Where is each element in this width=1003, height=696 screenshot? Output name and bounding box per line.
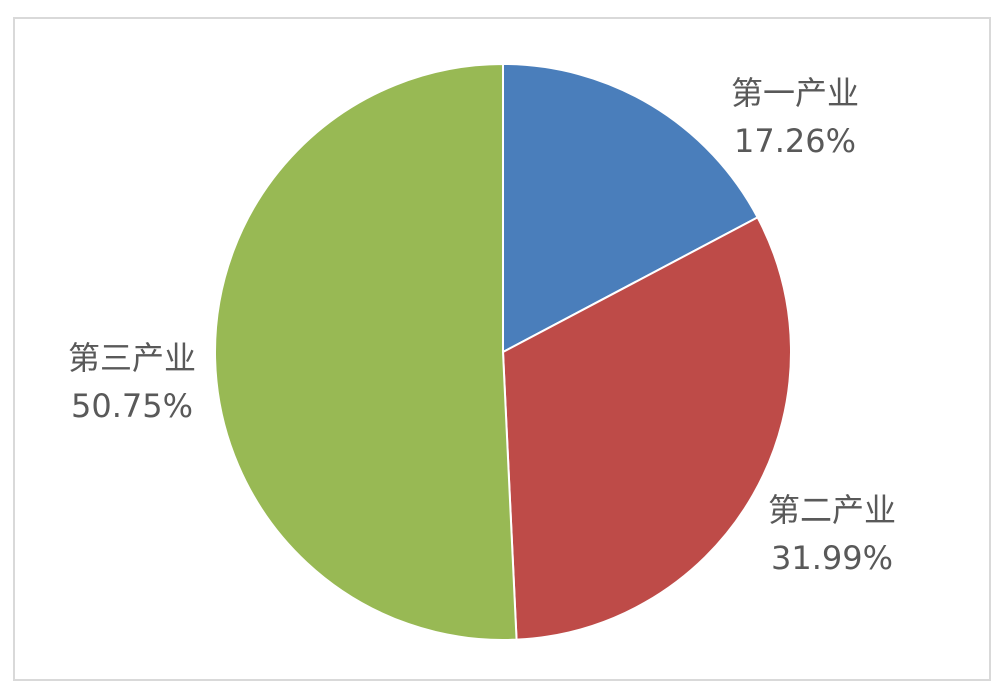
category-label: 第二产业 [768, 491, 896, 529]
pie-slice [502, 62, 759, 354]
pie [213, 62, 792, 641]
category-label: 第一产业 [731, 74, 859, 112]
labels: 第一产业 17.26% 第二产业 31.99% 第三产业 50.75% [68, 74, 896, 577]
category-label: 第三产业 [68, 339, 196, 377]
pie-slice [213, 62, 518, 641]
value-label: 17.26% [734, 122, 856, 160]
value-label: 50.75% [71, 387, 193, 425]
pie-slice [501, 216, 792, 641]
value-label: 31.99% [771, 539, 893, 577]
